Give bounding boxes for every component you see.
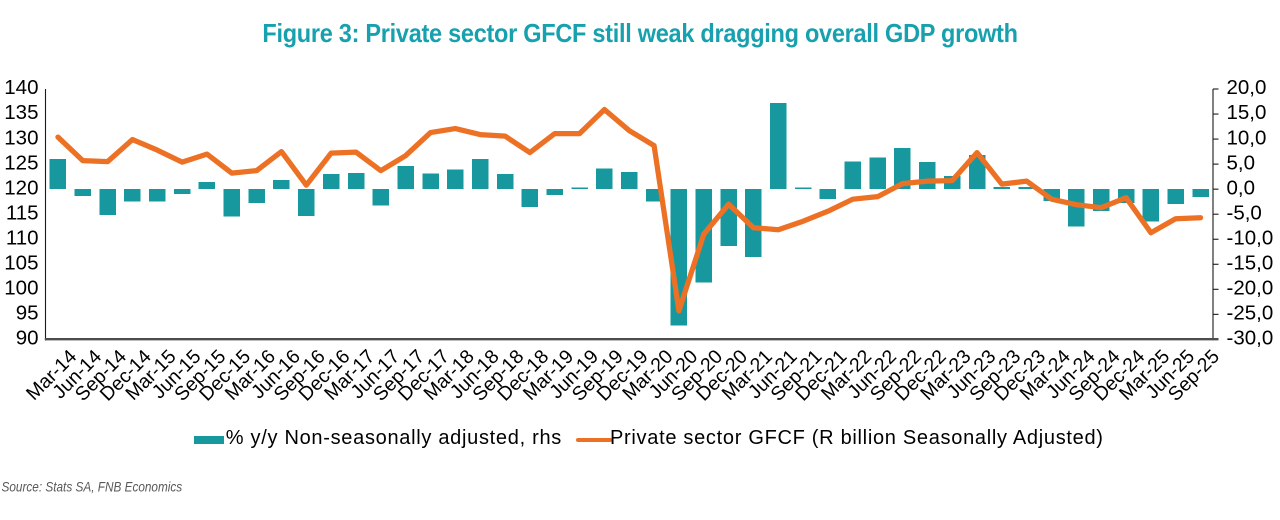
svg-text:110: 110: [6, 226, 39, 249]
svg-text:90: 90: [16, 327, 39, 350]
svg-text:-10,0: -10,0: [1227, 226, 1274, 249]
svg-text:105: 105: [4, 251, 38, 274]
svg-text:115: 115: [6, 201, 39, 224]
svg-text:0,0: 0,0: [1227, 176, 1256, 199]
svg-text:-20,0: -20,0: [1227, 277, 1274, 300]
svg-text:-25,0: -25,0: [1227, 302, 1274, 325]
svg-text:Private sector GFCF (R billion: Private sector GFCF (R billion Seasonall…: [610, 427, 1104, 449]
svg-text:-15,0: -15,0: [1227, 251, 1274, 274]
svg-text:15,0: 15,0: [1227, 101, 1267, 124]
svg-text:120: 120: [4, 176, 38, 199]
svg-text:135: 135: [4, 101, 38, 124]
svg-text:-5,0: -5,0: [1227, 201, 1262, 224]
svg-text:Figure 3: Private sector GFCF: Figure 3: Private sector GFCF still weak…: [262, 20, 1017, 48]
svg-text:140: 140: [4, 76, 38, 99]
svg-text:Source: Stats SA, FNB Economic: Source: Stats SA, FNB Economics: [2, 480, 183, 495]
svg-text:10,0: 10,0: [1227, 126, 1267, 149]
svg-text:100: 100: [4, 277, 38, 300]
svg-text:-30,0: -30,0: [1227, 327, 1274, 350]
svg-text:% y/y Non-seasonally adjusted,: % y/y Non-seasonally adjusted, rhs: [226, 427, 562, 449]
svg-text:125: 125: [4, 151, 38, 174]
svg-text:5,0: 5,0: [1227, 151, 1256, 174]
svg-text:20,0: 20,0: [1227, 76, 1267, 99]
svg-text:95: 95: [16, 302, 39, 325]
svg-text:130: 130: [4, 126, 38, 149]
